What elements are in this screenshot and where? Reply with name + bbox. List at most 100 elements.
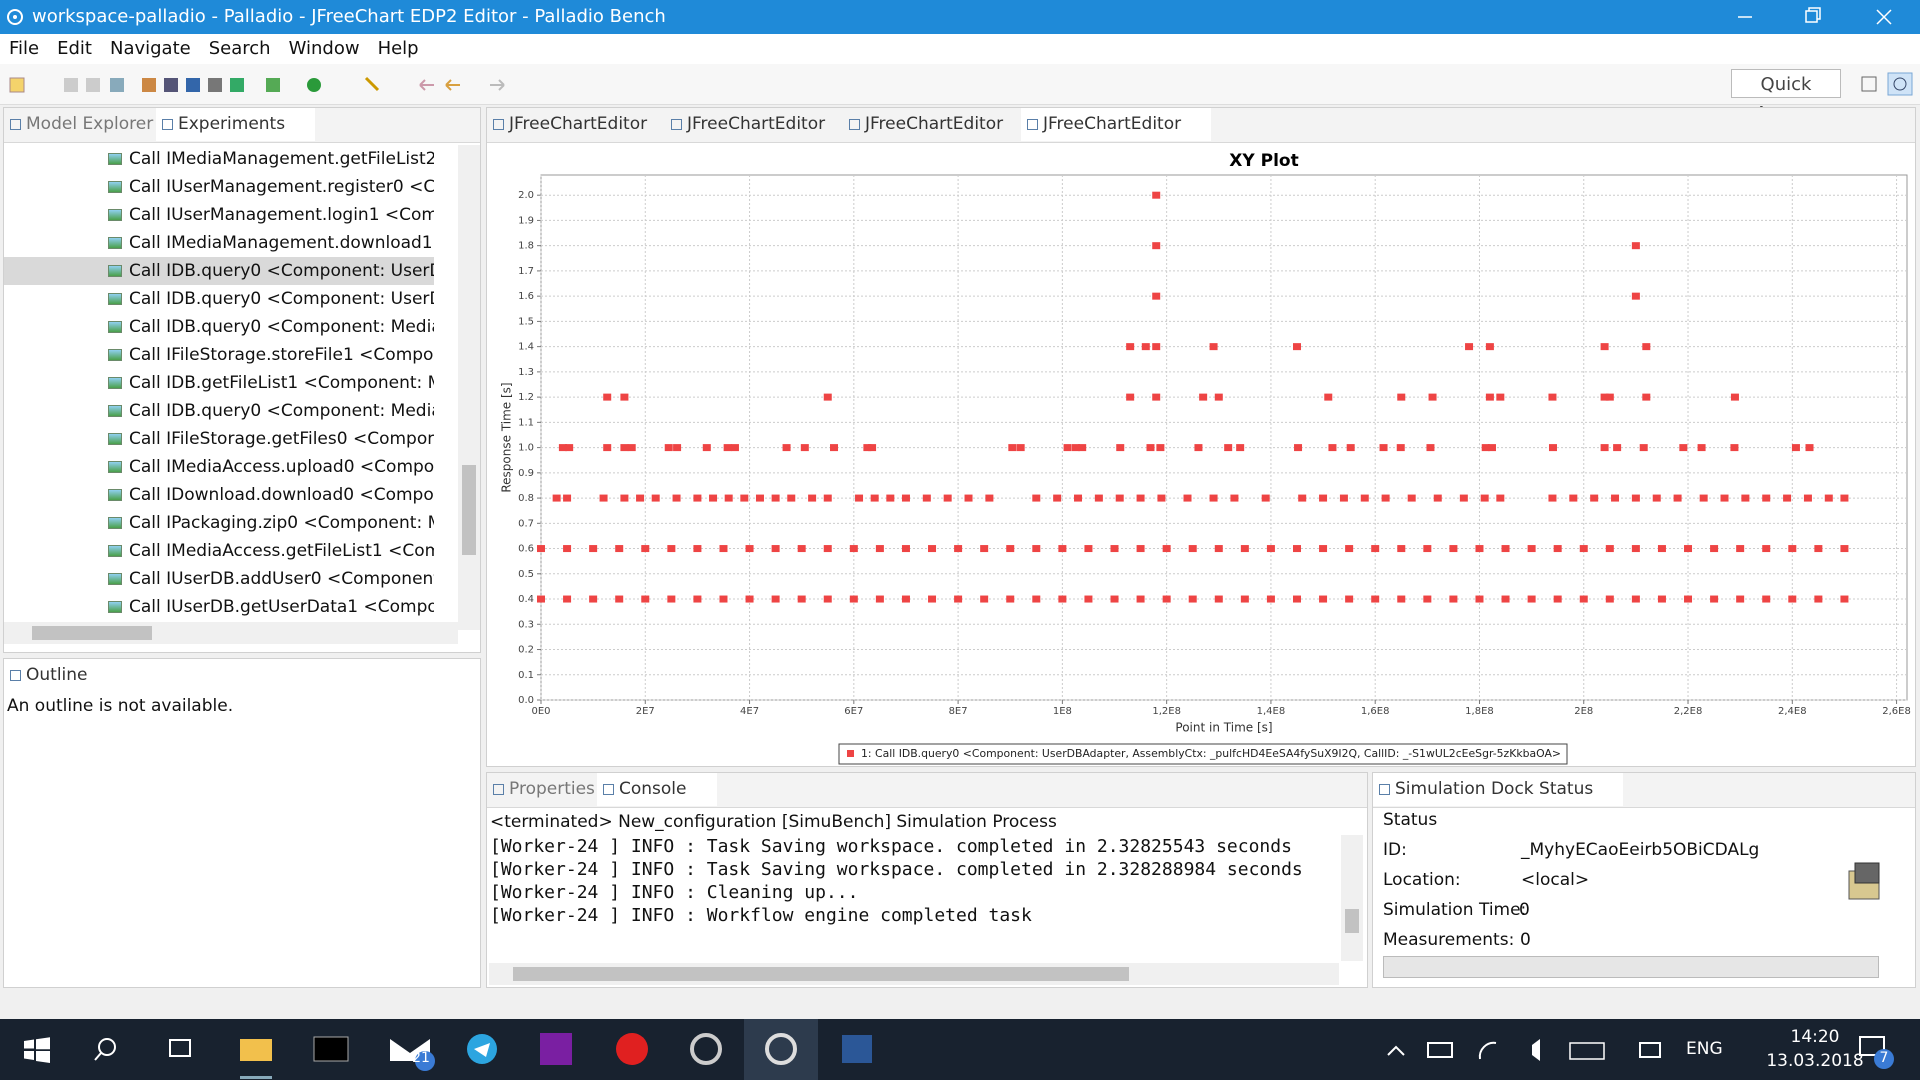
tab-icon [493,119,504,130]
tree-row[interactable]: Call IDB.query0 <Component: MediaAcce [4,313,434,341]
tree-row[interactable]: Call IMediaAccess.getFileList1 <Compone [4,537,434,565]
data-point [1449,595,1458,603]
data-point [1600,393,1609,401]
window-controls[interactable] [1720,0,1920,34]
tab[interactable]: Console [597,773,717,806]
quick-access[interactable]: Quick Access [1731,69,1841,124]
plot-area [540,174,1908,701]
tab[interactable]: Model Explorer [4,108,153,141]
tree-row[interactable]: Call IUserManagement.register0 <Compo [4,173,434,201]
data-point [730,444,739,452]
tree-label: Call IDB.query0 <Component: MediaAcce [129,317,434,337]
tab[interactable]: JFreeChartEditor [487,108,657,141]
toolbar-icons[interactable] [6,74,526,96]
tree-row[interactable]: Call IMediaManagement.getFileList2 <Cor [4,145,434,173]
status-field: ID: _MyhyECaoEeirb5OBiCDALg [1383,835,1783,865]
menu-item[interactable]: Navigate [109,38,191,59]
language[interactable]: ENG [1686,1039,1723,1059]
scroll-thumb[interactable] [1345,909,1359,933]
tab-icon [671,119,682,130]
clock-date[interactable]: 13.03.2018 [1766,1051,1864,1071]
tree-row[interactable]: Call IDownload.download0 <Component [4,481,434,509]
tree-row[interactable]: Call IMediaManagement.download1 <Co [4,229,434,257]
data-point [1116,444,1125,452]
status-field: Measurements: 0 [1383,925,1783,955]
tree-row[interactable]: Call IDB.query0 <Component: UserDBAda [4,257,434,285]
data-point [980,595,989,603]
progress-bar [1383,956,1879,978]
horizontal-scrollbar[interactable] [4,622,458,644]
menu-item[interactable]: Help [377,38,419,59]
tab[interactable]: Properties [487,773,595,806]
tree-row[interactable]: Call IUserManagement.login1 <Compone [4,201,434,229]
scroll-thumb[interactable] [32,626,152,640]
data-point [1762,545,1771,553]
tree-row[interactable]: Call IFileStorage.storeFile1 <Component: [4,341,434,369]
data-point [603,444,612,452]
tab[interactable]: JFreeChartEditor [1021,108,1212,141]
tree-row[interactable]: Call IPackaging.zip0 <Component: Media [4,509,434,537]
vertical-scrollbar[interactable] [458,145,480,630]
clock-time[interactable]: 14:20 [1790,1027,1840,1047]
tree-label: Call IFileStorage.getFiles0 <Component: … [129,429,434,449]
field-value: 0 [1520,930,1531,950]
tree-row[interactable]: Call IUserDB.getUserData1 <Component: [4,593,434,621]
tree-label: Call IMediaAccess.getFileList1 <Compone [129,541,434,561]
menu-item[interactable]: Search [208,38,271,59]
scroll-thumb[interactable] [513,967,1129,981]
tab[interactable]: Outline [4,659,88,692]
tree-label: Call IDB.query0 <Component: UserDBAda [129,289,434,309]
tab[interactable]: Experiments [156,108,316,141]
app-icon [7,9,23,25]
menu-item[interactable]: Window [288,38,360,59]
data-point [1162,595,1171,603]
tab[interactable]: JFreeChartEditor [665,108,835,141]
data-point [1762,494,1771,502]
data-point [667,595,676,603]
notification-icon[interactable] [1856,1031,1896,1071]
tree-row[interactable]: Call IFileStorage.getFiles0 <Component: … [4,425,434,453]
taskbar-icons[interactable] [0,1019,900,1080]
data-point [537,595,545,603]
menu-item[interactable]: Edit [57,38,92,59]
data-point [719,595,728,603]
tree-row[interactable]: Call IMediaAccess.upload0 <Component: [4,453,434,481]
tab-icon [493,784,504,795]
tree-row[interactable]: Call IUserDB.addUser0 <Component: Use [4,565,434,593]
tree-icon [108,405,122,417]
tree-row[interactable]: Call IDB.query0 <Component: MediaAcce [4,397,434,425]
data-point [1058,595,1067,603]
data-point [1236,444,1245,452]
data-point [1710,595,1719,603]
data-point [1152,242,1161,250]
data-point [849,595,858,603]
tab-icon [10,670,21,681]
data-point [1071,444,1080,452]
data-point [1684,545,1693,553]
data-point [1240,545,1249,553]
y-tick-label: 0.6 [518,544,534,555]
scroll-thumb[interactable] [462,465,476,555]
tab-icon [1379,784,1390,795]
data-point [1569,494,1578,502]
tab[interactable]: Simulation Dock Status [1373,773,1624,806]
data-point [1480,494,1489,502]
data-point [1741,494,1750,502]
notification-badge: 7 [1879,1050,1889,1066]
tab[interactable]: JFreeChartEditor [843,108,1013,141]
horizontal-scrollbar[interactable] [489,963,1339,985]
data-point [868,444,877,452]
data-point [1652,494,1661,502]
tray-icons[interactable] [1370,1019,1690,1080]
data-point [1006,595,1015,603]
vertical-scrollbar[interactable] [1341,835,1363,961]
menu-bar: File Edit Navigate Search Window Help [0,34,1920,64]
data-point [1319,545,1328,553]
perspective-icons[interactable] [1858,71,1918,97]
tree-row[interactable]: Call IDB.query0 <Component: UserDBAda [4,285,434,313]
menu-item[interactable]: File [9,38,40,59]
data-point [1078,444,1087,452]
data-point [651,494,660,502]
tree-row[interactable]: Call IDB.getFileList1 <Component: Media [4,369,434,397]
data-point [1710,545,1719,553]
